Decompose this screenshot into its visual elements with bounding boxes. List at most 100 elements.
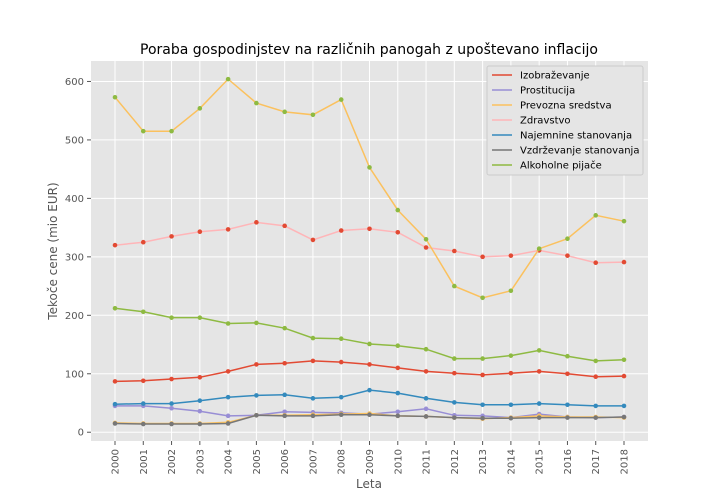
legend-entry: Alkoholne pijače	[520, 160, 602, 172]
data-point	[395, 390, 401, 396]
data-point	[140, 401, 146, 406]
data-point	[169, 234, 174, 239]
data-point	[395, 343, 401, 349]
data-point	[423, 406, 429, 412]
data-point	[565, 415, 570, 420]
data-point	[395, 413, 401, 419]
data-point	[452, 248, 457, 254]
data-point	[282, 325, 287, 331]
data-point	[225, 227, 231, 232]
x-axis: 2000 2001 2002 2003 2004 2005 2006 2007 2008 2009…	[111, 441, 631, 474]
x-tick-label: 2001	[139, 449, 150, 474]
data-point	[621, 259, 627, 265]
data-point	[310, 358, 316, 364]
data-point	[169, 128, 174, 134]
data-point	[395, 229, 401, 235]
data-point	[423, 237, 429, 242]
data-point	[508, 353, 514, 358]
data-point	[225, 394, 231, 400]
x-tick-label: 2010	[393, 449, 404, 474]
legend-entry: Prostitucija	[520, 86, 575, 97]
data-point	[112, 421, 118, 426]
data-point	[367, 226, 372, 232]
legend-entry: Zdravstvo	[520, 116, 571, 127]
data-point	[565, 253, 570, 258]
data-point	[423, 414, 429, 419]
data-point	[338, 359, 344, 365]
data-point	[423, 346, 429, 352]
data-point	[169, 315, 174, 320]
data-point	[112, 242, 118, 248]
data-point	[310, 335, 316, 341]
data-point	[254, 100, 259, 106]
x-tick-label: 2006	[280, 449, 291, 474]
data-point	[282, 109, 287, 115]
x-tick-label: 2016	[563, 449, 574, 474]
data-point	[254, 320, 259, 326]
data-point	[621, 218, 627, 224]
data-point	[536, 415, 542, 420]
data-point	[169, 405, 174, 411]
data-point	[536, 348, 542, 353]
data-point	[254, 412, 259, 418]
data-point	[367, 341, 372, 347]
x-tick-label: 2014	[506, 449, 517, 474]
x-tick-label: 2003	[195, 449, 206, 474]
y-tick-label: 0	[78, 428, 84, 439]
legend-entry: Prevozna sredstva	[520, 101, 612, 112]
data-point	[254, 393, 259, 398]
data-point	[593, 213, 599, 218]
data-point	[508, 370, 514, 376]
data-point	[367, 412, 372, 417]
data-point	[452, 400, 457, 405]
data-point	[480, 372, 485, 378]
data-point	[536, 246, 542, 251]
x-tick-label: 2018	[620, 449, 631, 474]
y-tick-label: 600	[65, 77, 84, 88]
data-point	[310, 112, 316, 118]
data-point	[310, 396, 316, 401]
data-point	[140, 421, 146, 427]
data-point	[565, 402, 570, 408]
data-point	[338, 336, 344, 341]
data-point	[140, 239, 146, 245]
data-point	[282, 392, 287, 398]
y-tick-label: 200	[65, 311, 84, 322]
x-tick-label: 2013	[478, 449, 489, 474]
data-point	[423, 369, 429, 374]
series-layer	[112, 76, 627, 427]
data-point	[112, 401, 118, 407]
data-point	[536, 369, 542, 374]
data-point	[480, 356, 485, 361]
data-point	[197, 408, 203, 414]
data-point	[282, 360, 287, 366]
data-point	[480, 402, 485, 408]
legend-entry: Vzdrževanje stanovanja	[520, 145, 639, 157]
data-point	[197, 315, 203, 320]
data-point	[367, 165, 372, 170]
y-tick-label: 100	[65, 369, 84, 380]
data-point	[593, 403, 599, 409]
data-point	[140, 378, 146, 384]
data-point	[254, 362, 259, 367]
data-point	[169, 376, 174, 382]
data-point	[112, 379, 118, 384]
data-point	[367, 387, 372, 393]
data-point	[140, 128, 146, 134]
data-point	[593, 374, 599, 379]
data-point	[338, 412, 344, 417]
data-point	[140, 309, 146, 315]
data-point	[225, 76, 231, 82]
data-point	[480, 254, 485, 260]
data-point	[225, 421, 231, 426]
data-point	[565, 236, 570, 242]
data-point	[282, 413, 287, 419]
data-point	[310, 413, 316, 419]
data-point	[536, 401, 542, 406]
data-point	[367, 362, 372, 367]
data-point	[593, 260, 599, 265]
data-point	[452, 283, 457, 289]
data-point	[423, 396, 429, 401]
y-tick-label: 300	[65, 252, 84, 263]
